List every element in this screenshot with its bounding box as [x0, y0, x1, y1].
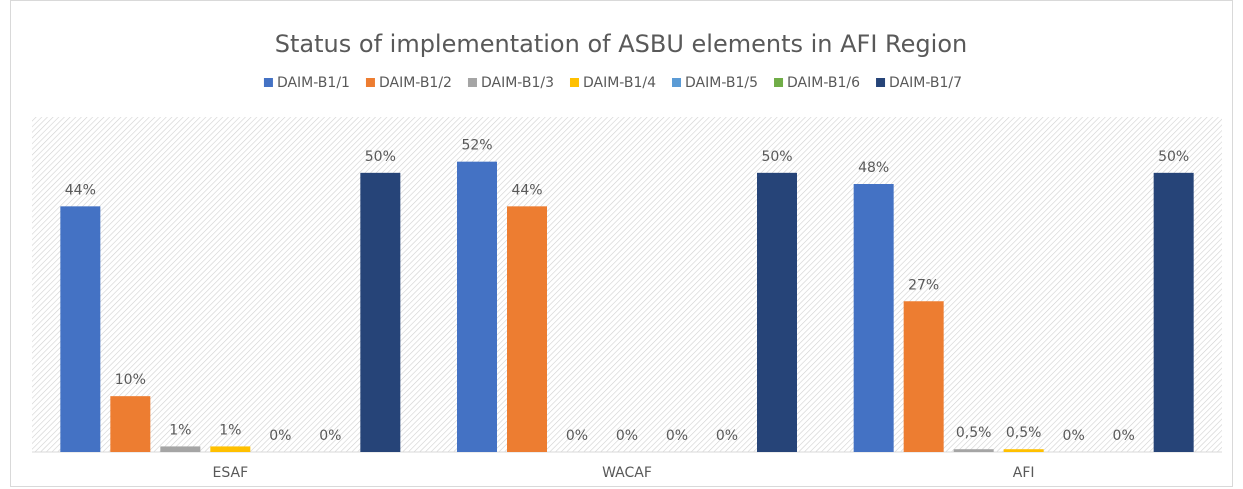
data-label: 27%	[908, 277, 939, 293]
x-tick-label: AFI	[1013, 465, 1035, 481]
data-label: 0%	[666, 428, 688, 444]
data-label: 52%	[461, 138, 492, 154]
legend-label: DAIM-B1/2	[379, 75, 452, 91]
data-label: 0%	[1113, 428, 1135, 444]
legend-label: DAIM-B1/3	[481, 75, 554, 91]
bar	[110, 396, 151, 452]
legend-swatch	[774, 78, 784, 87]
x-tick-label: ESAF	[213, 465, 249, 481]
legend: DAIM-B1/1 DAIM-B1/2 DAIM-B1/3 DAIM-B1/4 DAIM…	[263, 75, 962, 91]
legend-label: DAIM-B1/6	[787, 75, 860, 91]
data-label: 10%	[115, 372, 146, 388]
bar	[1003, 449, 1044, 452]
bar	[903, 301, 944, 452]
data-label: 0%	[319, 428, 341, 444]
legend-label: DAIM-B1/5	[685, 75, 758, 91]
bar	[757, 172, 797, 453]
x-tick-label: WACAF	[602, 465, 652, 481]
bar	[507, 206, 547, 452]
data-label: 50%	[365, 149, 396, 165]
legend-swatch	[876, 78, 886, 87]
data-label: 44%	[511, 182, 542, 198]
data-label: 50%	[1158, 149, 1189, 165]
data-label: 0%	[1063, 428, 1085, 444]
bar	[160, 446, 201, 452]
bar	[360, 172, 401, 453]
bar	[853, 184, 894, 452]
legend-swatch	[672, 78, 682, 87]
data-label: 0%	[616, 428, 638, 444]
legend-label: DAIM-B1/7	[889, 75, 962, 91]
bar	[457, 161, 497, 452]
legend-swatch	[263, 78, 273, 87]
bar	[1153, 172, 1194, 453]
legend-label: DAIM-B1/4	[583, 75, 656, 91]
data-label: 48%	[858, 160, 889, 176]
data-label: 44%	[65, 182, 96, 198]
data-label: 0,5%	[1006, 425, 1042, 441]
legend-label: DAIM-B1/1	[277, 75, 350, 91]
bar	[210, 446, 251, 452]
chart-title: Status of implementation of ASBU element…	[275, 30, 967, 58]
data-label: 0,5%	[956, 425, 992, 441]
plot-area	[32, 117, 1222, 452]
data-label: 1%	[169, 422, 191, 438]
data-label: 0%	[566, 428, 588, 444]
data-label: 1%	[219, 422, 241, 438]
bar	[953, 449, 994, 452]
legend-swatch	[467, 78, 477, 87]
data-label: 50%	[761, 149, 792, 165]
legend-swatch	[365, 78, 375, 87]
legend-swatch	[569, 78, 579, 87]
data-label: 0%	[269, 428, 291, 444]
bar	[60, 206, 101, 452]
data-label: 0%	[716, 428, 738, 444]
